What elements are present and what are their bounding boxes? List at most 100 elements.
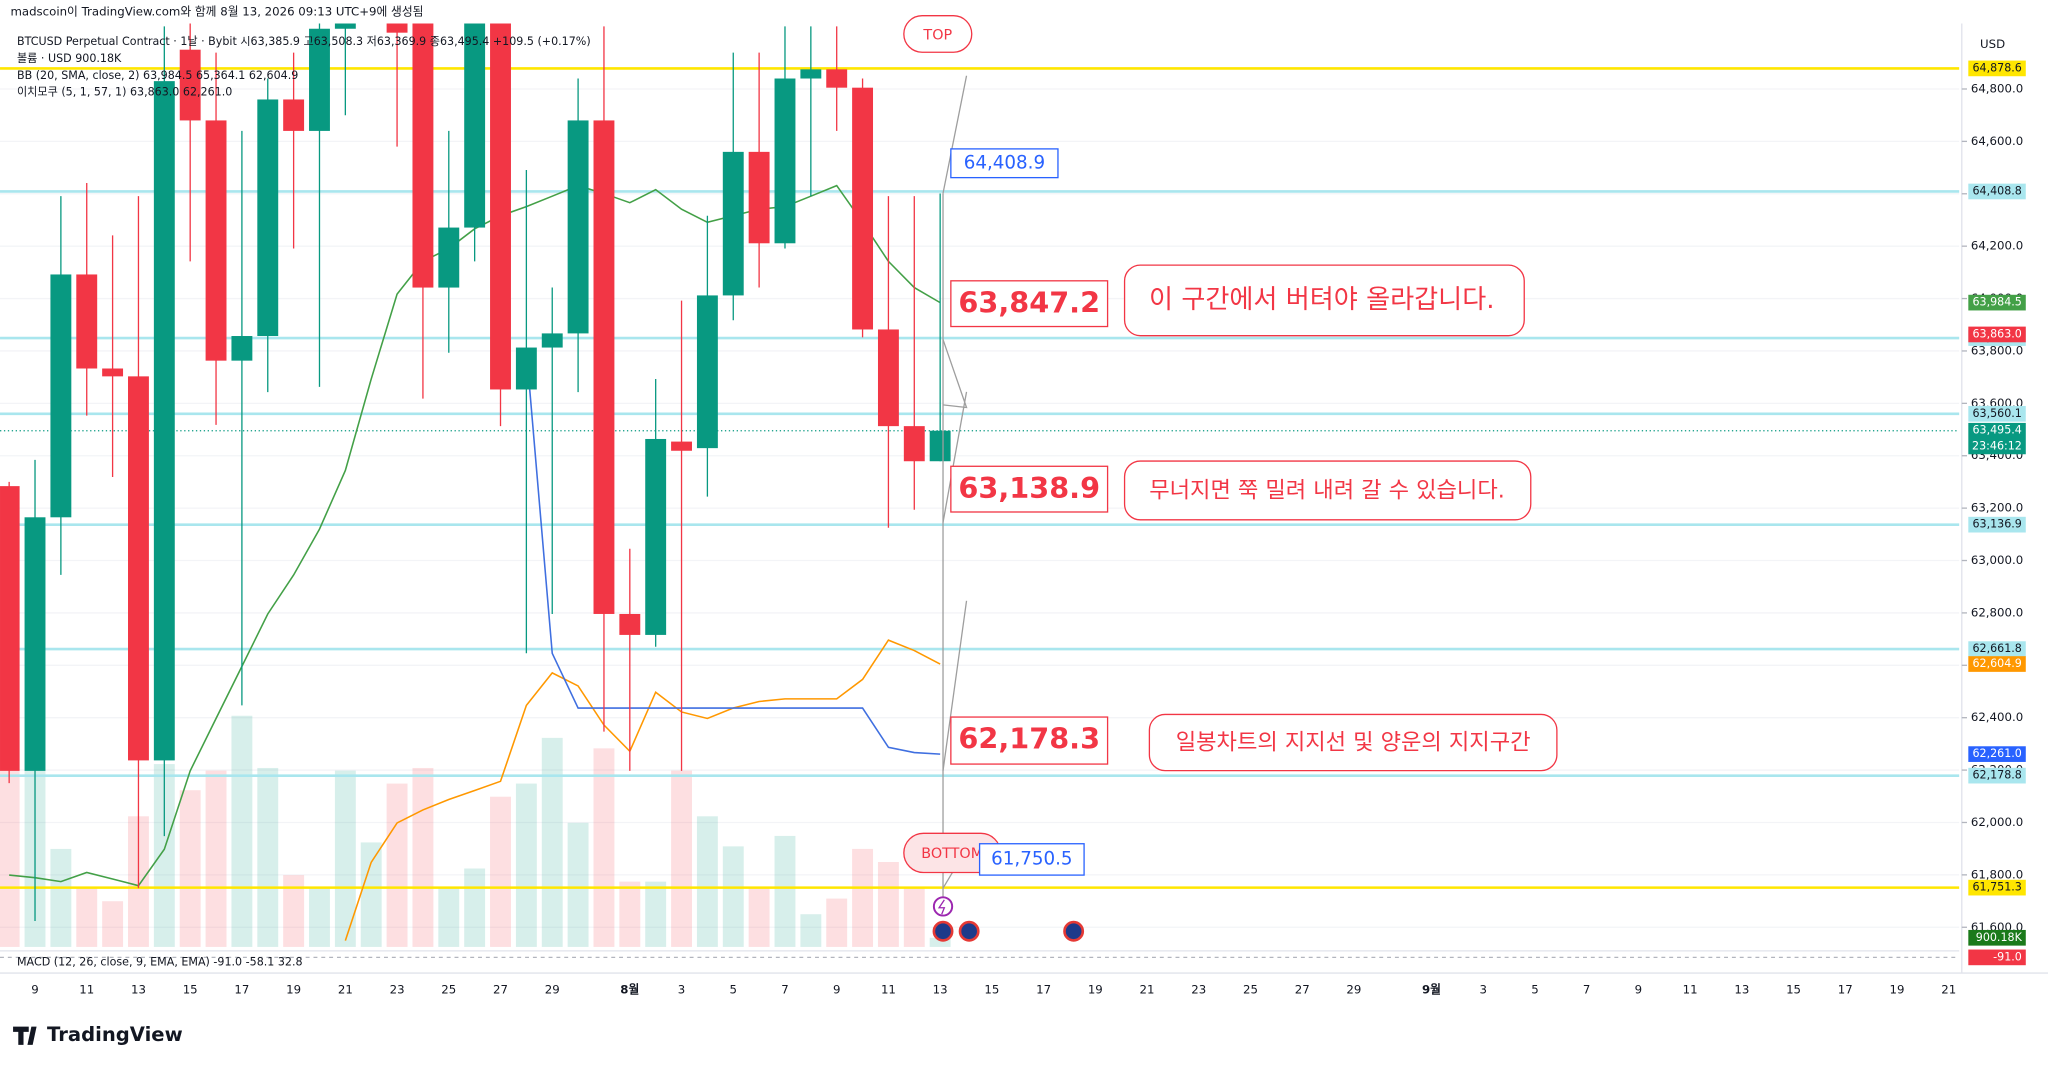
event-flag[interactable] — [958, 920, 980, 942]
legend-line: 볼륨 · USD 900.18K — [17, 52, 122, 65]
volume-bar — [877, 862, 899, 947]
macd-badge-label: -91.0 — [1993, 950, 2022, 963]
time-axis: 9 11 13 15 17 19 21 23 25 27 29 8월 3 5 7 9 11 13 15 17 19 21 2… — [31, 983, 1956, 997]
x-tick-label: 27 — [493, 983, 508, 997]
x-tick-label: 19 — [286, 983, 301, 997]
top-bubble — [903, 15, 973, 53]
callout — [1123, 460, 1532, 521]
x-tick-label: 21 — [1941, 983, 1956, 997]
x-tick-label: 13 — [933, 983, 948, 997]
y-tick-label: 62,800.0 — [1971, 605, 2023, 619]
y-tick-label: 64,600.0 — [1971, 134, 2023, 148]
x-tick-label: 9월 — [1422, 983, 1441, 997]
candle-body — [748, 151, 770, 244]
candles — [0, 23, 951, 921]
candle-body — [774, 78, 796, 244]
candle-body — [696, 295, 718, 449]
x-tick-label: 21 — [1140, 983, 1155, 997]
volume-bar — [464, 868, 486, 947]
price-box — [950, 716, 1109, 765]
volume-bar — [0, 770, 20, 947]
top-label: TOP — [922, 27, 952, 43]
x-tick-label: 9 — [833, 983, 840, 997]
volume-bar — [257, 767, 279, 947]
candle-body — [309, 28, 330, 131]
price-badge — [1968, 746, 2026, 762]
x-tick-label: 25 — [441, 983, 456, 997]
candle-body — [153, 81, 175, 761]
candle-body — [490, 23, 511, 390]
volume-bar — [231, 715, 253, 947]
callout — [1148, 713, 1558, 772]
indicator-line — [525, 350, 941, 755]
price-box — [950, 465, 1109, 513]
event-flag[interactable] — [1063, 920, 1085, 942]
x-tick-label: 7 — [1583, 983, 1590, 997]
price-box — [950, 280, 1109, 328]
x-tick-label: 21 — [338, 983, 353, 997]
volume-bar — [179, 790, 201, 947]
price-badge — [1968, 767, 2026, 784]
candle-body — [567, 120, 589, 334]
price-badge — [1968, 326, 2026, 343]
candle-body — [852, 87, 874, 330]
legend-line: BTCUSD Perpetual Contract · 1날 · Bybit 시… — [17, 35, 591, 48]
candle-body — [464, 23, 486, 228]
price-box — [978, 843, 1085, 876]
x-tick-label: 15 — [183, 983, 198, 997]
candle-body — [645, 438, 667, 635]
price-badge-label: 62,604.9 — [1972, 657, 2021, 670]
x-tick-label: 9 — [1635, 983, 1642, 997]
volume-bar — [438, 888, 460, 947]
legend-line: BB (20, SMA, close, 2) 63,984.5 65,364.1… — [17, 69, 298, 82]
volume-badge-label: 900.18K — [1976, 931, 2023, 944]
legend-line: 이치모쿠 (5, 1, 57, 1) 63,863.0 62,261.0 — [17, 86, 232, 99]
x-tick-label: 25 — [1243, 983, 1258, 997]
price-badge-label: 63,560.1 — [1972, 407, 2021, 420]
price-badge-label: 64,408.8 — [1972, 184, 2021, 197]
price-badge-label: 63,863.0 — [1972, 327, 2021, 340]
logo-mark — [13, 1026, 37, 1045]
x-tick-label: 5 — [730, 983, 737, 997]
candle-body — [283, 99, 305, 131]
price-badge — [1968, 656, 2026, 672]
x-tick-label: 19 — [1088, 983, 1103, 997]
candle-body — [619, 613, 641, 635]
event-icon[interactable] — [932, 896, 954, 917]
candle-body — [102, 368, 124, 377]
price-badge — [1968, 294, 2026, 311]
event-icon-bolt — [937, 899, 946, 915]
event-flag[interactable] — [932, 920, 954, 942]
candle-body — [541, 333, 563, 348]
x-tick-label: 29 — [545, 983, 560, 997]
macd-badge — [1968, 949, 2026, 966]
y-tick-label: 62,000.0 — [1971, 815, 2023, 829]
countdown: 23:46:12 — [1972, 439, 2022, 452]
volume-bar — [490, 796, 511, 947]
callout — [1123, 264, 1525, 337]
candle-body — [231, 336, 253, 361]
x-tick-label: 17 — [234, 983, 249, 997]
y-tick-label: 63,200.0 — [1971, 501, 2023, 515]
drawing-lines — [942, 75, 968, 902]
volume-bar — [412, 767, 434, 947]
price-box-label: 61,750.5 — [991, 848, 1072, 869]
candle-body — [800, 69, 822, 79]
volume-bar — [386, 783, 408, 947]
volume-bar — [102, 901, 124, 947]
x-tick-label: 7 — [781, 983, 788, 997]
candle-body — [826, 69, 848, 88]
indicator-line — [344, 639, 941, 941]
x-tick-label: 13 — [131, 983, 146, 997]
candle-body — [128, 376, 149, 761]
candle-body — [412, 23, 434, 288]
volume-bar — [593, 748, 615, 947]
candle-body — [438, 227, 460, 288]
x-tick-label: 3 — [678, 983, 685, 997]
price-badge-label: 62,261.0 — [1972, 747, 2021, 760]
candle-body — [929, 430, 951, 462]
volume-bar — [153, 764, 175, 947]
price-badge — [1968, 60, 2026, 77]
